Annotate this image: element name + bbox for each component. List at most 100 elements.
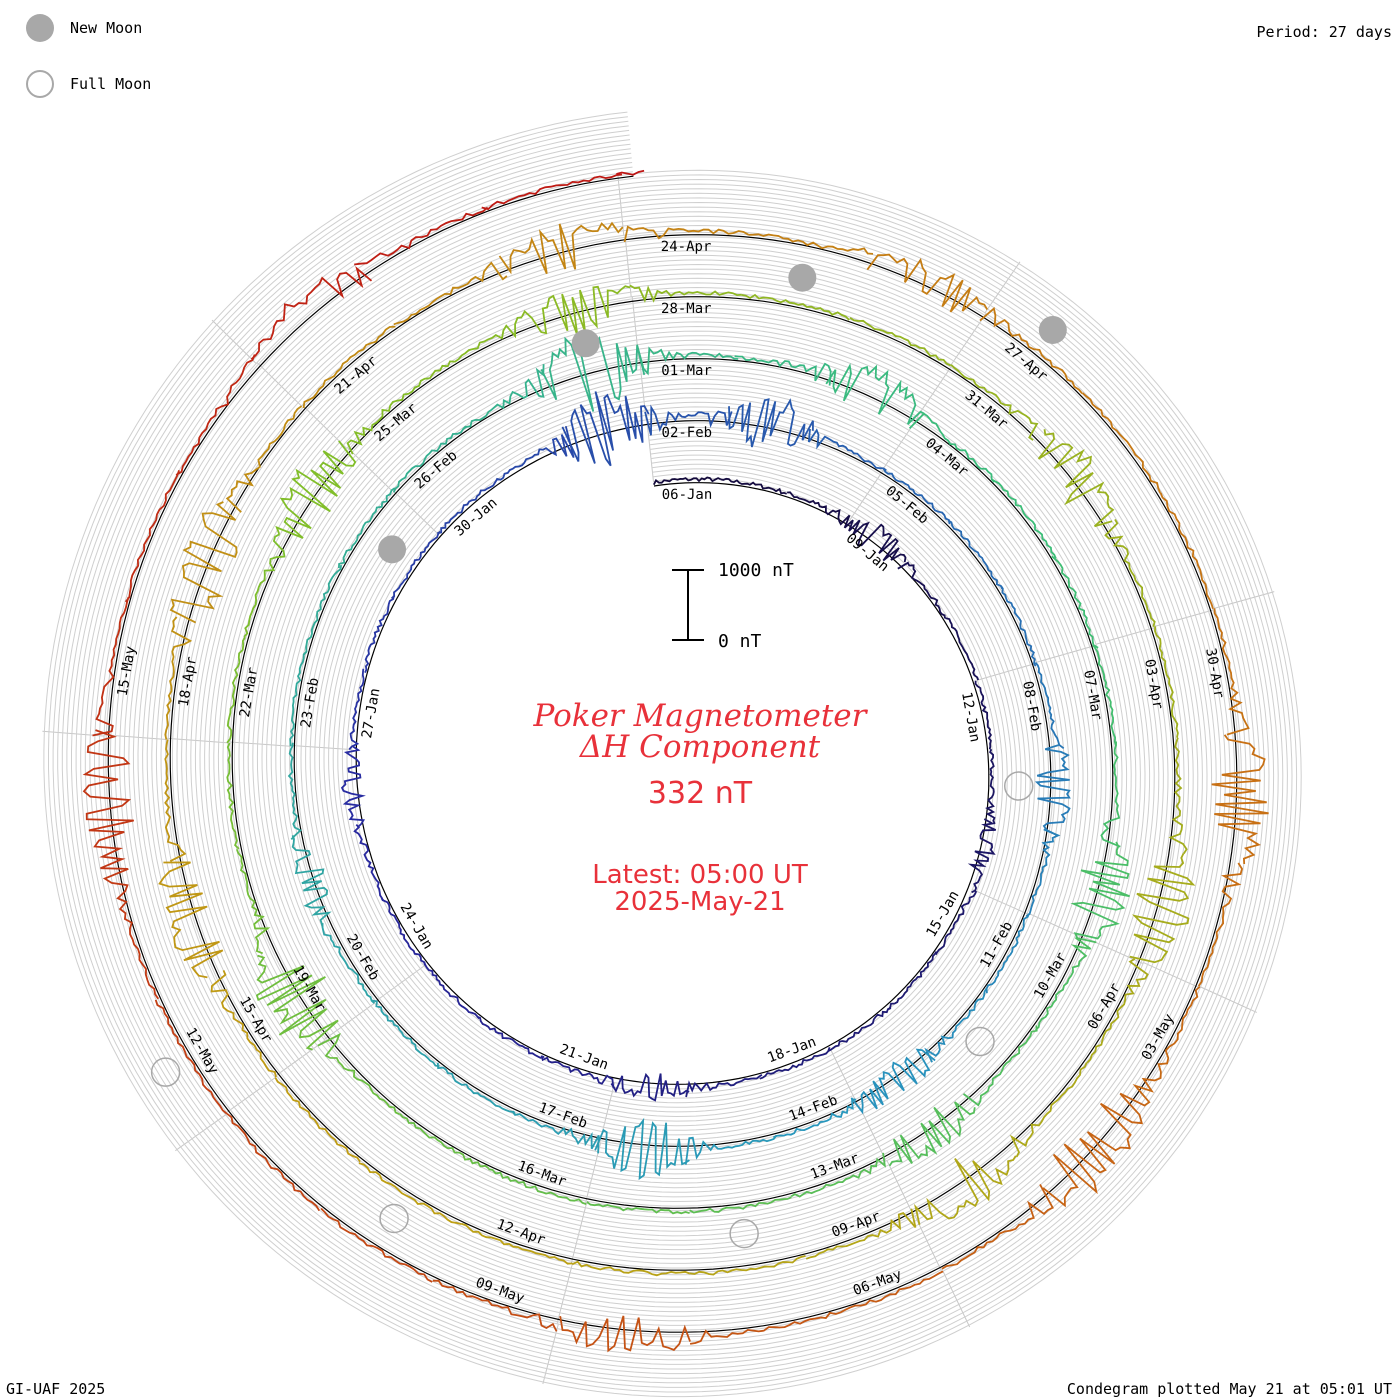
data-trace-segment: [985, 748, 996, 825]
data-trace-segment: [1070, 841, 1130, 940]
date-label: 28-Mar: [661, 301, 712, 317]
data-trace-segment: [623, 225, 749, 243]
data-trace-segment: [1154, 626, 1179, 738]
data-trace-segment: [498, 221, 624, 275]
full-moon-marker: [729, 1218, 759, 1249]
grid-spiral: [98, 166, 1247, 1342]
data-trace-segment: [429, 316, 523, 379]
data-trace-segment: [888, 1101, 976, 1167]
data-trace-segment: [945, 617, 980, 681]
data-trace-segment: [380, 897, 426, 966]
grid-spiral: [57, 125, 1288, 1384]
data-trace-segment: [1034, 662, 1065, 750]
data-trace-segment: [255, 954, 339, 1051]
data-trace-segment: [844, 519, 907, 563]
data-trace-segment: [338, 487, 396, 569]
data-trace-segment: [689, 1316, 821, 1345]
data-trace-segment: [941, 1183, 1054, 1270]
date-label: 24-Apr: [661, 239, 712, 255]
data-trace-segment: [805, 1208, 917, 1260]
data-trace-segment: [340, 745, 366, 829]
data-trace-segment: [882, 467, 951, 525]
data-trace-segment: [850, 1048, 936, 1115]
data-trace-segment: [807, 428, 887, 471]
data-trace-segment: [1168, 737, 1188, 855]
spoke-line: [886, 1159, 915, 1217]
date-label: 06-Jan: [662, 487, 713, 503]
spoke-line: [1035, 644, 1097, 663]
scale-bar-top-label: 1000 nT: [718, 560, 794, 581]
spoke-line: [976, 662, 1037, 681]
data-trace-segment: [460, 1222, 573, 1265]
new-moon-marker: [571, 329, 600, 358]
legend-new-moon: New Moon: [26, 12, 142, 44]
data-trace-segment: [175, 354, 256, 476]
new-moon-marker: [1038, 315, 1067, 344]
data-trace-segment: [685, 1074, 763, 1098]
data-trace-segment: [950, 364, 1039, 441]
spoke-line: [347, 447, 393, 492]
data-trace-segment: [274, 1077, 361, 1163]
spoke-line: [848, 468, 885, 522]
data-trace-segment: [720, 477, 787, 495]
spoke-line: [289, 744, 353, 751]
data-trace-segment: [1100, 741, 1121, 848]
baseline-spiral: [107, 175, 1238, 1333]
data-trace-segment: [1211, 734, 1269, 865]
data-trace-segment: [1081, 392, 1162, 494]
data-trace-segment: [462, 364, 545, 430]
grid-spiral: [89, 157, 1256, 1352]
data-trace-segment: [481, 173, 623, 211]
spoke-line: [971, 888, 1030, 915]
data-trace-segment: [827, 1007, 892, 1052]
data-trace-segment: [594, 1117, 690, 1181]
data-trace-segment: [476, 1015, 545, 1059]
grid-spiral: [52, 120, 1293, 1388]
data-trace-segment: [102, 867, 160, 1000]
data-trace-segment: [393, 261, 508, 326]
data-trace-segment: [346, 377, 430, 455]
spoke-line: [1213, 591, 1275, 609]
grid-spiral: [71, 139, 1275, 1370]
date-label: 14-Feb: [787, 1092, 840, 1124]
data-trace-segment: [391, 530, 441, 599]
current-value: 332 nT: [647, 776, 753, 811]
full-moon-marker: [150, 1057, 181, 1087]
date-label: 02-Feb: [661, 425, 712, 441]
data-trace-segment: [586, 1201, 690, 1215]
data-trace-segment: [353, 823, 384, 902]
data-trace-segment: [825, 363, 925, 425]
spoke-line: [984, 261, 1021, 314]
data-trace-segment: [158, 861, 224, 979]
data-trace-segment: [392, 425, 467, 493]
data-trace-segment: [154, 999, 228, 1115]
spoke-line: [646, 419, 655, 483]
data-trace-segment: [571, 1260, 691, 1277]
data-trace-segment: [303, 564, 342, 656]
data-trace-segment: [512, 1110, 600, 1154]
data-trace-segment: [496, 425, 575, 481]
data-trace-segment: [559, 1315, 691, 1353]
data-trace-segment: [979, 306, 1083, 394]
grid-spiral: [75, 143, 1270, 1365]
new-moon-marker: [378, 535, 407, 564]
data-trace: [82, 169, 1269, 1353]
footer-plot-time: Condegram plotted May 21 at 05:01 UT: [1066, 1380, 1392, 1398]
spoke-line: [224, 1076, 277, 1115]
data-trace-segment: [164, 616, 193, 740]
full-moon-icon: [26, 70, 54, 98]
spoke-line: [916, 365, 953, 418]
data-trace-segment: [1037, 429, 1115, 528]
grid-spiral: [94, 162, 1252, 1347]
spoke-line: [211, 319, 257, 365]
data-trace-segment: [289, 650, 308, 747]
data-trace-segment: [1086, 958, 1149, 1064]
spoke-line: [556, 1263, 574, 1324]
spoke-line: [166, 737, 229, 744]
legend-full-moon-label: Full Moon: [70, 75, 152, 93]
data-trace-segment: [561, 391, 650, 467]
data-trace-segment: [908, 412, 995, 483]
data-trace-segment: [1034, 936, 1097, 1031]
spoke-line: [175, 1114, 227, 1152]
data-trace-segment: [169, 501, 238, 624]
